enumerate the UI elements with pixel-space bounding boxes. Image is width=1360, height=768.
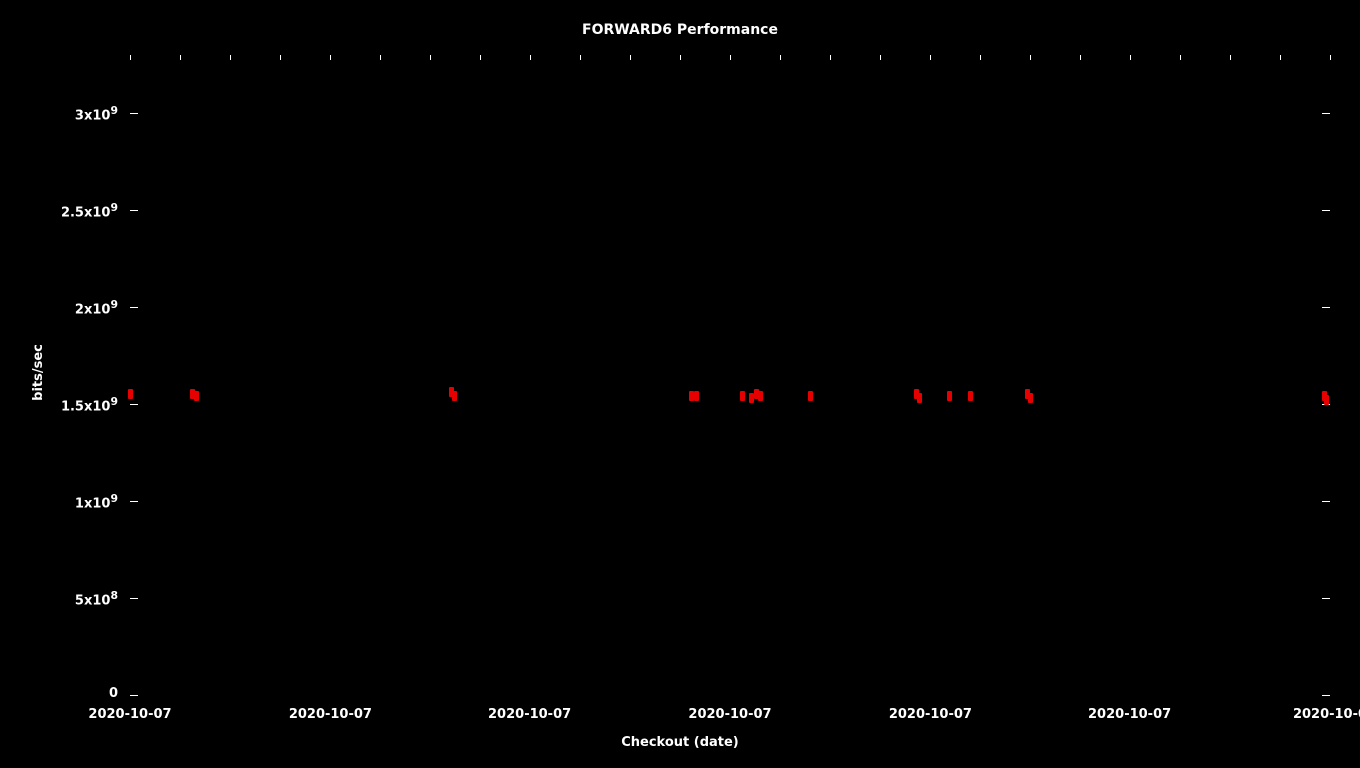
data-point bbox=[194, 391, 199, 401]
y-tick-mark bbox=[130, 695, 138, 696]
y-tick-mark bbox=[1322, 695, 1330, 696]
x-minor-tick-mark bbox=[1330, 55, 1331, 60]
x-minor-tick-mark bbox=[530, 55, 531, 60]
x-minor-tick-mark bbox=[280, 55, 281, 60]
x-minor-tick-mark bbox=[980, 55, 981, 60]
y-tick-label: 2.5x109 bbox=[0, 201, 118, 220]
x-minor-tick-mark bbox=[430, 55, 431, 60]
data-point bbox=[947, 391, 952, 401]
data-point bbox=[917, 393, 922, 403]
x-minor-tick-mark bbox=[130, 55, 131, 60]
x-minor-tick-mark bbox=[1280, 55, 1281, 60]
y-tick-label: 1.5x109 bbox=[0, 395, 118, 414]
y-tick-mark bbox=[130, 210, 138, 211]
data-point bbox=[128, 389, 133, 399]
x-minor-tick-mark bbox=[930, 55, 931, 60]
x-minor-tick-mark bbox=[380, 55, 381, 60]
y-tick-label: 2x109 bbox=[0, 298, 118, 317]
x-minor-tick-mark bbox=[730, 55, 731, 60]
plot-area bbox=[130, 55, 1330, 695]
x-tick-label: 2020-10-07 bbox=[70, 707, 190, 722]
y-tick-mark bbox=[130, 307, 138, 308]
x-minor-tick-mark bbox=[230, 55, 231, 60]
data-point bbox=[740, 391, 745, 401]
y-tick-label: 3x109 bbox=[0, 104, 118, 123]
data-point bbox=[452, 391, 457, 401]
data-point bbox=[968, 391, 973, 401]
x-minor-tick-mark bbox=[680, 55, 681, 60]
y-tick-mark bbox=[130, 404, 138, 405]
x-minor-tick-mark bbox=[880, 55, 881, 60]
y-tick-mark bbox=[1322, 501, 1330, 502]
data-point bbox=[758, 391, 763, 401]
y-tick-label: 5x108 bbox=[0, 589, 118, 608]
chart-title: FORWARD6 Performance bbox=[0, 22, 1360, 38]
x-minor-tick-mark bbox=[1230, 55, 1231, 60]
y-tick-mark bbox=[1322, 598, 1330, 599]
x-tick-label: 2020-10-07 bbox=[470, 707, 590, 722]
y-tick-mark bbox=[130, 598, 138, 599]
data-point bbox=[808, 391, 813, 401]
y-axis-label: bits/sec bbox=[31, 344, 46, 401]
x-tick-label: 2020-10-0 bbox=[1270, 707, 1360, 722]
x-minor-tick-mark bbox=[1080, 55, 1081, 60]
x-minor-tick-mark bbox=[580, 55, 581, 60]
data-point bbox=[694, 391, 699, 401]
x-minor-tick-mark bbox=[180, 55, 181, 60]
y-tick-mark bbox=[130, 501, 138, 502]
y-tick-mark bbox=[130, 113, 138, 114]
x-tick-label: 2020-10-07 bbox=[870, 707, 990, 722]
data-point bbox=[1324, 395, 1329, 405]
x-minor-tick-mark bbox=[480, 55, 481, 60]
x-tick-label: 2020-10-07 bbox=[1070, 707, 1190, 722]
y-tick-label: 1x109 bbox=[0, 492, 118, 511]
y-tick-label: 0 bbox=[0, 686, 118, 701]
x-tick-label: 2020-10-07 bbox=[670, 707, 790, 722]
x-minor-tick-mark bbox=[1180, 55, 1181, 60]
x-minor-tick-mark bbox=[780, 55, 781, 60]
performance-chart: FORWARD6 Performance bits/sec Checkout (… bbox=[0, 0, 1360, 768]
x-axis-label: Checkout (date) bbox=[0, 735, 1360, 750]
data-point bbox=[1028, 393, 1033, 403]
x-tick-label: 2020-10-07 bbox=[270, 707, 390, 722]
x-minor-tick-mark bbox=[1030, 55, 1031, 60]
x-minor-tick-mark bbox=[830, 55, 831, 60]
x-minor-tick-mark bbox=[630, 55, 631, 60]
x-minor-tick-mark bbox=[330, 55, 331, 60]
y-tick-mark bbox=[1322, 113, 1330, 114]
x-minor-tick-mark bbox=[1130, 55, 1131, 60]
y-tick-mark bbox=[1322, 307, 1330, 308]
y-tick-mark bbox=[1322, 210, 1330, 211]
